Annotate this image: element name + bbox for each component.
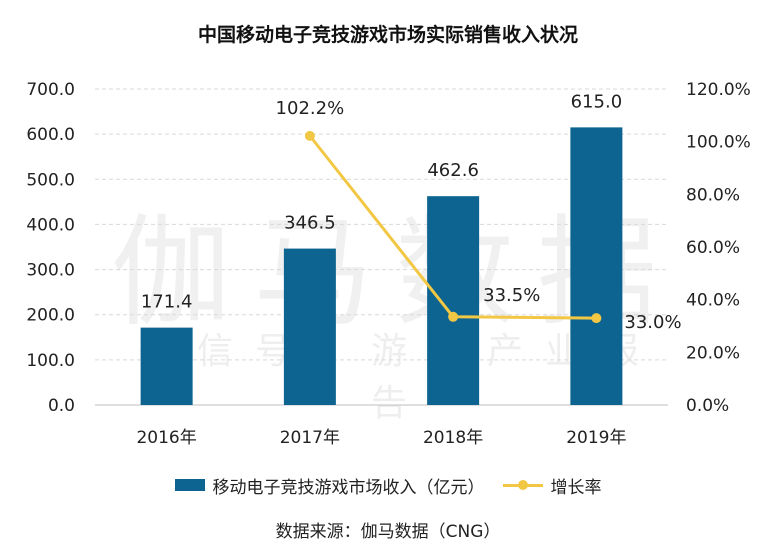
y-left-tick-label: 300.0 <box>26 261 75 281</box>
y-left-tick-label: 600.0 <box>26 125 75 145</box>
legend-item-growth: 增长率 <box>502 473 602 498</box>
x-tick-label: 2016年 <box>136 428 196 448</box>
bar-data-label: 462.6 <box>427 160 479 181</box>
x-tick-label: 2018年 <box>423 428 483 448</box>
source-note: 数据来源：伽马数据（CNG） <box>275 522 501 542</box>
bar-data-label: 615.0 <box>571 91 623 112</box>
bar-data-label: 346.5 <box>284 213 336 234</box>
y-right-tick-label: 120.0% <box>686 80 751 100</box>
growth-data-label: 102.2% <box>276 98 345 119</box>
x-tick-label: 2017年 <box>280 428 340 448</box>
chart-title: 中国移动电子竞技游戏市场实际销售收入状况 <box>197 24 578 46</box>
y-left-tick-label: 500.0 <box>26 170 75 190</box>
y-left-tick-label: 100.0 <box>26 351 75 371</box>
y-left-tick-label: 700.0 <box>26 80 75 100</box>
y-left-tick-label: 200.0 <box>26 306 75 326</box>
legend-item-revenue: 移动电子竞技游戏市场收入（亿元） <box>174 473 485 498</box>
legend: 移动电子竞技游戏市场收入（亿元） 增长率 <box>0 472 776 498</box>
y-left-tick-label: 0.0 <box>48 396 75 416</box>
y-right-tick-label: 20.0% <box>686 343 740 363</box>
legend-swatch-bar <box>174 479 205 491</box>
legend-label-revenue: 移动电子竞技游戏市场收入（亿元） <box>212 477 485 498</box>
growth-point <box>591 313 602 324</box>
y-left-tick-label: 400.0 <box>26 215 75 235</box>
growth-point <box>448 311 459 322</box>
y-right-tick-label: 80.0% <box>686 185 740 205</box>
y-right-tick-label: 0.0% <box>686 396 729 416</box>
bar <box>283 248 336 405</box>
x-tick-label: 2019年 <box>566 428 626 448</box>
bar <box>140 327 193 405</box>
growth-data-label: 33.5% <box>483 285 540 306</box>
y-right-tick-label: 100.0% <box>686 133 751 153</box>
y-right-tick-label: 40.0% <box>686 291 740 311</box>
bar <box>570 127 623 405</box>
y-right-tick-label: 60.0% <box>686 238 740 258</box>
growth-point <box>304 130 315 141</box>
legend-label-growth: 增长率 <box>550 477 602 498</box>
growth-data-label: 33.0% <box>624 312 681 333</box>
bar-data-label: 171.4 <box>141 292 193 313</box>
legend-swatch-line <box>502 479 543 491</box>
bar <box>427 196 480 405</box>
